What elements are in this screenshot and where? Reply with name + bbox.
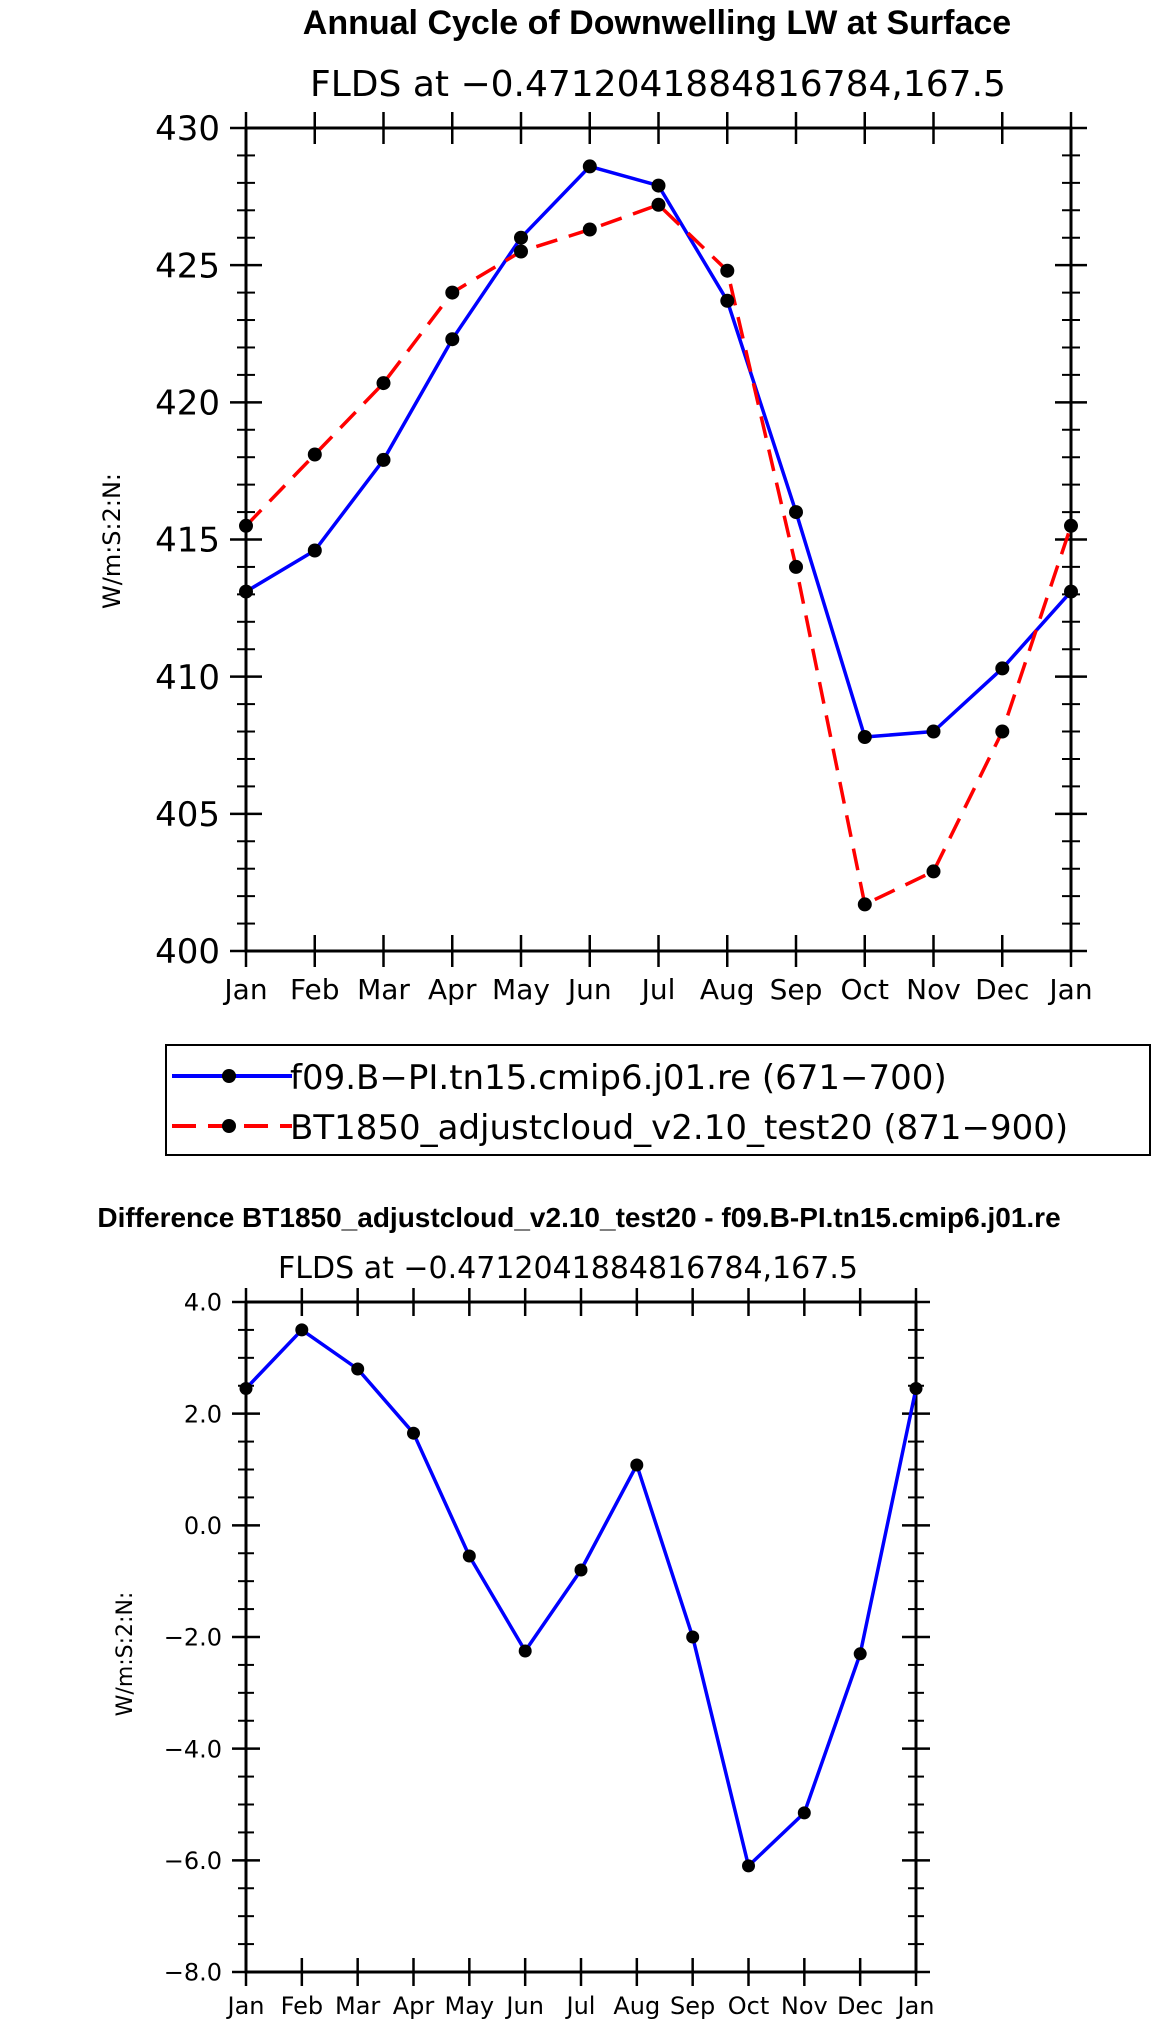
chart1-series-2-point bbox=[789, 559, 803, 574]
chart2-title: Difference BT1850_adjustcloud_v2.10_test… bbox=[97, 1202, 1060, 1233]
y-tick-label: −6.0 bbox=[164, 1847, 222, 1875]
x-tick-label: Jun bbox=[566, 973, 612, 1006]
plot-frame bbox=[244, 126, 1073, 953]
chart1-series-2-point bbox=[376, 376, 391, 391]
y-tick-label: 4.0 bbox=[184, 1289, 222, 1317]
x-tick-label: Mar bbox=[357, 973, 410, 1006]
chart1-series-1-point bbox=[995, 661, 1010, 676]
chart1-plot-area: 400 405 410 415 420 425 430 Jan Feb Mar Apr May Jun J… bbox=[155, 109, 1092, 1006]
chart2-series-1-point bbox=[909, 1382, 923, 1395]
chart2-series-1-point bbox=[462, 1549, 476, 1563]
chart1-series-1-point bbox=[376, 452, 391, 467]
chart1-series-1-point bbox=[445, 332, 460, 347]
x-tick-label: Sep bbox=[670, 1992, 715, 2020]
chart2-series-1-point bbox=[239, 1382, 253, 1395]
x-tick-label: Mar bbox=[335, 1992, 380, 2020]
chart2-series-1-point bbox=[686, 1630, 700, 1644]
x-tick-label: Sep bbox=[770, 973, 823, 1006]
chart1-series-2-point bbox=[582, 222, 597, 237]
x-tick-label: Jan bbox=[222, 973, 267, 1006]
chart2-series-1-point bbox=[295, 1323, 309, 1337]
chart2-ylabel: W/m:S:2:N: bbox=[113, 1592, 138, 1717]
chart2-series-1-point bbox=[407, 1426, 420, 1440]
chart1-series-1-point bbox=[514, 230, 528, 245]
x-tick-label: Jul bbox=[565, 1992, 596, 2020]
chart1-series-1-point bbox=[307, 543, 322, 558]
x-tick-label: Apr bbox=[393, 1992, 435, 2020]
chart1-series-2-point bbox=[720, 263, 735, 278]
chart2-subtitle: FLDS at −0.4712041884816784,167.5 bbox=[278, 1251, 858, 1286]
legend-box bbox=[165, 1044, 1151, 1156]
chart1-series-1-point bbox=[789, 505, 803, 520]
chart1-legend: f09.B−PI.tn15.cmip6.j01.re (671−700) BT1… bbox=[165, 1044, 1151, 1156]
x-tick-label: Oct bbox=[728, 1992, 770, 2020]
x-tick-label: Apr bbox=[428, 973, 477, 1006]
chart1-series-2-point bbox=[239, 518, 253, 533]
chart1-ylabel: W/m:S:2:N: bbox=[98, 473, 126, 609]
chart1-subtitle: FLDS at −0.4712041884816784,167.5 bbox=[310, 64, 1006, 105]
x-tick-label: Aug bbox=[700, 973, 755, 1006]
x-tick-label: Feb bbox=[290, 973, 340, 1006]
x-tick-label: Feb bbox=[281, 1992, 324, 2020]
chart1-series-2-point bbox=[445, 285, 460, 300]
x-tick-label: Jun bbox=[504, 1992, 544, 2020]
x-tick-label: Aug bbox=[613, 1992, 660, 2020]
chart1-series-2-point bbox=[307, 447, 322, 462]
y-tick-label: −4.0 bbox=[164, 1735, 222, 1763]
x-tick-label: Nov bbox=[906, 973, 961, 1006]
x-tick-label: Jan bbox=[226, 1992, 265, 2020]
legend-label-series-2: BT1850_adjustcloud_v2.10_test20 (871−900… bbox=[290, 1108, 1068, 1148]
chart1-series-1-point bbox=[239, 584, 253, 599]
chart2-series-1-point bbox=[630, 1458, 644, 1472]
chart1-series-1-point bbox=[651, 178, 666, 193]
y-tick-label: 0.0 bbox=[184, 1512, 222, 1540]
x-tick-label: Oct bbox=[841, 973, 889, 1006]
chart1-series-2-point bbox=[651, 197, 666, 212]
x-tick-label: Jan bbox=[1047, 973, 1092, 1006]
chart1-series-1-point bbox=[1064, 584, 1078, 599]
legend-label-series-1: f09.B−PI.tn15.cmip6.j01.re (671−700) bbox=[290, 1058, 947, 1098]
chart1-series-1-point bbox=[582, 159, 597, 174]
x-tick-label: Jul bbox=[640, 973, 676, 1006]
chart1-series-2-point bbox=[1064, 518, 1078, 533]
x-tick-label: May bbox=[445, 1992, 495, 2020]
x-tick-label: Dec bbox=[975, 973, 1029, 1006]
legend-marker-series-2 bbox=[222, 1119, 236, 1133]
chart1-series-1-point bbox=[857, 730, 872, 744]
y-tick-label: −2.0 bbox=[164, 1624, 222, 1652]
plot-frame bbox=[244, 1300, 918, 1974]
y-tick-label: 425 bbox=[155, 246, 220, 286]
chart2-series-1-point bbox=[518, 1644, 532, 1658]
y-tick-label: 410 bbox=[155, 658, 220, 698]
chart1-title: Annual Cycle of Downwelling LW at Surfac… bbox=[303, 4, 1011, 42]
y-tick-label: 430 bbox=[155, 109, 220, 149]
x-tick-label: Jan bbox=[896, 1992, 935, 2020]
chart1-series-2-point bbox=[995, 724, 1010, 739]
legend-marker-series-1 bbox=[222, 1069, 236, 1083]
y-tick-label: 420 bbox=[155, 384, 220, 424]
chart2-series-1-point bbox=[742, 1859, 755, 1873]
chart1-series-2-point bbox=[857, 897, 872, 912]
chart2-series-1-point bbox=[797, 1806, 811, 1820]
chart1-series-1-point bbox=[720, 293, 735, 308]
y-tick-label: −8.0 bbox=[164, 1959, 222, 1987]
chart1-series-1-line bbox=[245, 164, 1073, 739]
y-tick-label: 415 bbox=[155, 521, 220, 561]
chart1-series-2-line bbox=[244, 203, 1073, 907]
chart2-plot-area: −8.0 −6.0 −4.0 −2.0 0.0 2.0 4.0 Jan Feb Mar Apr May… bbox=[164, 1288, 935, 2020]
chart2-series-1-point bbox=[351, 1362, 365, 1376]
chart1-series-1-point bbox=[926, 724, 941, 739]
chart1-series-2-point bbox=[926, 864, 941, 879]
x-tick-label: Dec bbox=[837, 1992, 883, 2020]
chart2-series-1-point bbox=[574, 1563, 588, 1577]
y-tick-label: 405 bbox=[155, 795, 220, 835]
chart2-series-1-line bbox=[244, 1328, 918, 1868]
x-tick-label: Nov bbox=[781, 1992, 828, 2020]
chart1-series-2-point bbox=[514, 244, 528, 259]
chart2-series-1-point bbox=[853, 1647, 867, 1661]
y-tick-label: 2.0 bbox=[184, 1400, 222, 1428]
x-tick-label: May bbox=[492, 973, 550, 1006]
y-tick-label: 400 bbox=[155, 932, 220, 972]
